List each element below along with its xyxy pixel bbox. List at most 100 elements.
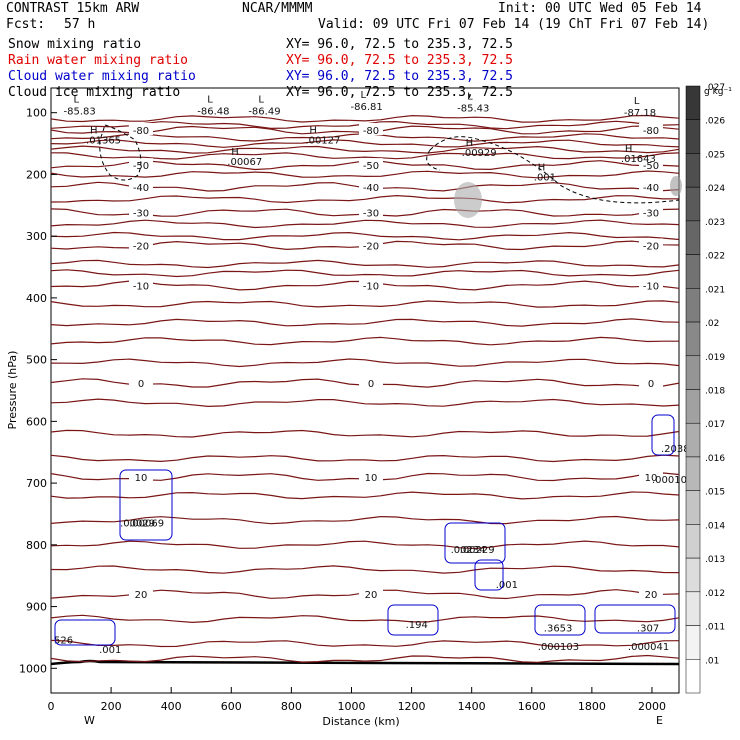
isotherm-label-bg bbox=[639, 179, 663, 192]
rain-water-value: .00229 bbox=[460, 545, 495, 556]
y-tick-label: 700 bbox=[26, 477, 47, 490]
cloud-ice-contour bbox=[99, 124, 142, 181]
x-tick-label: 1000 bbox=[337, 700, 365, 713]
high-value: .01365 bbox=[86, 136, 121, 147]
isotherm-label: -80 bbox=[133, 126, 149, 137]
high-marker: H bbox=[309, 126, 317, 137]
low-marker: L bbox=[634, 96, 640, 107]
isotherm-line bbox=[50, 540, 680, 550]
low-value: -86.81 bbox=[350, 102, 382, 113]
isotherm-line bbox=[50, 515, 680, 525]
colorbar-tick-label: .019 bbox=[705, 353, 725, 363]
isotherm-label-bg bbox=[639, 469, 663, 482]
isotherm-line bbox=[50, 152, 680, 160]
y-tick-label: 400 bbox=[26, 292, 47, 305]
colorbar: .01 .011 .012 .013 .014 .015 .016 .017 .018 .019.… bbox=[685, 83, 725, 694]
y-tick-label: 600 bbox=[26, 415, 47, 428]
isotherm-label-bg bbox=[129, 376, 153, 389]
colorbar-tick-label: .012 bbox=[705, 589, 725, 599]
isotherm-line bbox=[50, 654, 680, 663]
cloud-water-value: .307 bbox=[637, 623, 659, 634]
high-value: .01643 bbox=[621, 154, 656, 165]
org-title: NCAR/MMMM bbox=[242, 1, 313, 16]
colorbar-tick-label: .025 bbox=[705, 150, 725, 160]
y-tick-label: 900 bbox=[26, 601, 47, 614]
isotherm-line bbox=[50, 114, 680, 123]
isotherm-label: -10 bbox=[133, 282, 149, 293]
y-tick-label: 800 bbox=[26, 539, 47, 552]
isotherm-line bbox=[50, 491, 680, 500]
colorbar-swatch bbox=[685, 625, 701, 660]
field-list: Snow mixing ratio XY= 96.0, 72.5 to 235.3… bbox=[8, 37, 513, 100]
isotherm-label-bg bbox=[129, 587, 153, 600]
cloud-water-value: .00234 bbox=[451, 545, 486, 556]
isotherm-label: -80 bbox=[363, 126, 379, 137]
colorbar-tick-label: .026 bbox=[705, 117, 725, 127]
isotherm-label: -30 bbox=[363, 209, 379, 220]
colorbar-swatch bbox=[685, 591, 701, 626]
isotherm-line bbox=[50, 219, 680, 229]
isotherm-line bbox=[50, 429, 680, 438]
low-value: -87.18 bbox=[624, 108, 656, 119]
isotherm-label: 20 bbox=[135, 590, 148, 601]
colorbar-tick-label: .016 bbox=[705, 454, 725, 464]
init-time: Init: 00 UTC Wed 05 Feb 14 bbox=[498, 1, 702, 16]
x-tick-label: 800 bbox=[281, 700, 302, 713]
colorbar-swatch bbox=[685, 119, 701, 154]
isotherm-label-bg bbox=[359, 469, 383, 482]
cloud-water-value: .2038 bbox=[661, 444, 690, 455]
isotherm-label-bg bbox=[359, 278, 383, 291]
isotherm-label-bg bbox=[129, 469, 153, 482]
isotherm-line bbox=[50, 639, 680, 648]
low-value: -86.49 bbox=[248, 107, 280, 118]
y-axis-label: Pressure (hPa) bbox=[6, 351, 19, 430]
high-marker: H bbox=[466, 138, 474, 149]
isotherm-label: -80 bbox=[643, 126, 659, 137]
isotherm-line bbox=[50, 614, 680, 624]
colorbar-tick-label: .022 bbox=[705, 252, 725, 262]
field-xy: XY= 96.0, 72.5 to 235.3, 72.5 bbox=[286, 53, 513, 68]
high-value: .00127 bbox=[305, 136, 340, 147]
colorbar-tick-label: .014 bbox=[705, 521, 725, 531]
cloud-water-value: .001 bbox=[496, 580, 518, 591]
isotherm-label: 20 bbox=[645, 590, 658, 601]
isotherm-label: -30 bbox=[643, 209, 659, 220]
y-tick-label: 200 bbox=[26, 168, 47, 181]
cloud-water-contour bbox=[474, 559, 504, 591]
isotherm-label: -50 bbox=[133, 161, 149, 172]
high-marker: H bbox=[625, 144, 633, 155]
isotherm-label: -40 bbox=[643, 183, 659, 194]
x-tick-label: 1200 bbox=[398, 700, 426, 713]
isotherm-label: 10 bbox=[365, 473, 378, 484]
isotherm-label: -50 bbox=[643, 161, 659, 172]
isotherm-label: -20 bbox=[133, 241, 149, 252]
isotherm-label-bg bbox=[639, 376, 663, 389]
isotherm-label-bg bbox=[359, 205, 383, 218]
colorbar-swatch bbox=[685, 557, 701, 593]
x-tick-label: 600 bbox=[221, 700, 242, 713]
cloud-water-contour bbox=[534, 604, 586, 636]
colorbar-tick-label: .021 bbox=[705, 285, 725, 295]
colorbar-swatch bbox=[685, 456, 701, 491]
low-marker: L bbox=[360, 90, 366, 101]
high-value: .001 bbox=[534, 173, 556, 184]
colorbar-tick-label: .013 bbox=[705, 555, 725, 565]
colorbar-tick-label: .02 bbox=[705, 319, 719, 329]
colorbar-tick-label: .015 bbox=[705, 488, 725, 498]
isotherm-label-bg bbox=[129, 122, 153, 135]
isotherm-label: 0 bbox=[368, 379, 374, 390]
colorbar-swatch bbox=[685, 659, 701, 694]
isotherm-line bbox=[50, 318, 680, 327]
low-marker: L bbox=[258, 95, 264, 106]
high-value: .00929 bbox=[462, 148, 497, 159]
colorbar-tick-label: .027 bbox=[705, 83, 725, 93]
snow-shading bbox=[670, 176, 682, 196]
field-name: Rain water mixing ratio bbox=[8, 53, 188, 68]
high-marker: H bbox=[90, 126, 98, 137]
fcst-label: Fcst: bbox=[6, 17, 45, 32]
isotherm-label: 20 bbox=[365, 590, 378, 601]
cloud-water-contour bbox=[54, 619, 116, 646]
isotherm-label-bg bbox=[359, 122, 383, 135]
colorbar-tick-label: .01 bbox=[705, 656, 719, 666]
